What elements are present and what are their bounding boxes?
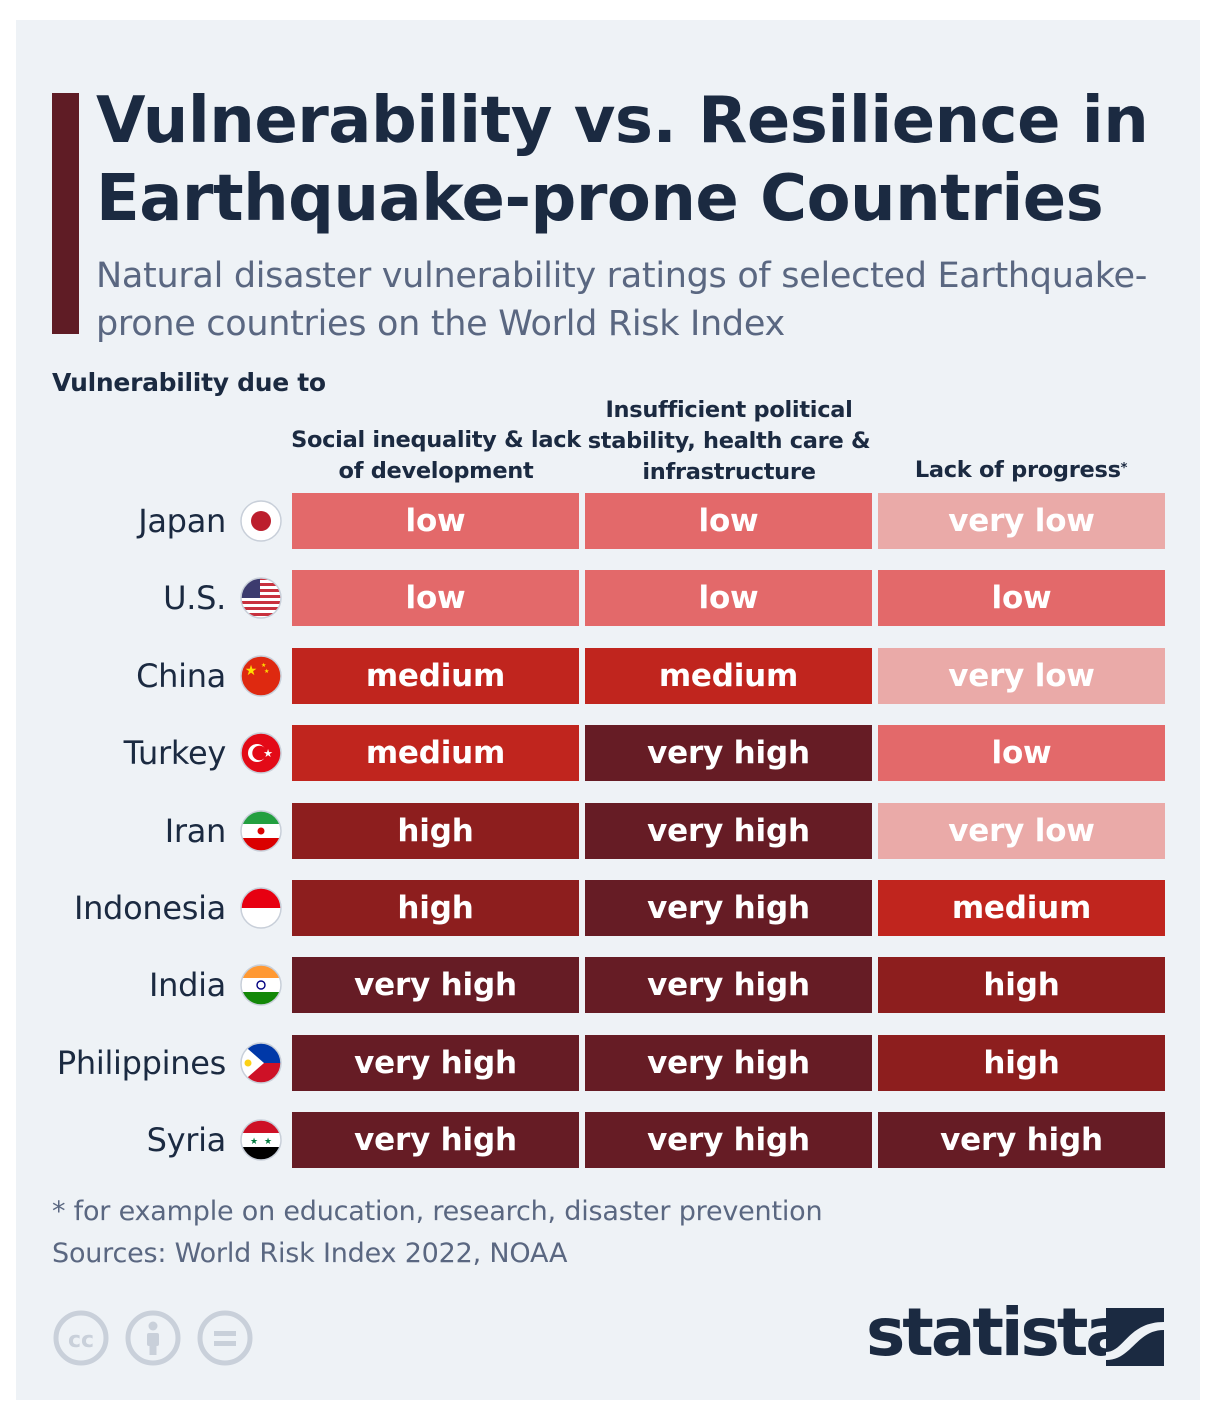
rating-cell-philippines-col3: high [878, 1035, 1165, 1091]
row-label-turkey: Turkey [123, 734, 227, 772]
section-label: Vulnerability due to [52, 368, 326, 397]
rating-cell-iran-col1: high [292, 803, 579, 859]
rating-cell-china-col1: medium [292, 648, 579, 704]
chart-subtitle: Natural disaster vulnerability ratings o… [96, 256, 1148, 344]
chart-title: Vulnerability vs. Resilience in Earthqua… [96, 84, 1149, 236]
column-header-political: Insufficient political stability, health… [587, 397, 871, 485]
row-label-philippines: Philippines [56, 1044, 226, 1082]
svg-text:★: ★ [245, 663, 258, 679]
no-derivatives-icon[interactable] [196, 1309, 254, 1367]
svg-text:★: ★ [263, 747, 273, 760]
footnote: * for example on education, research, di… [52, 1196, 823, 1227]
svg-text:★: ★ [264, 1137, 272, 1147]
iran-flag-icon [240, 810, 282, 852]
creative-commons-icon[interactable]: cc [52, 1309, 110, 1367]
rating-cell-indonesia-col1: high [292, 880, 579, 936]
rating-cell-turkey-col1: medium [292, 725, 579, 781]
rating-cell-india-col2: very high [585, 957, 872, 1013]
us-flag-icon [240, 577, 282, 619]
rating-cell-india-col1: very high [292, 957, 579, 1013]
column-header-progress: Lack of progress* [914, 457, 1128, 483]
infographic-card [16, 20, 1200, 1400]
rating-cell-philippines-col2: very high [585, 1035, 872, 1091]
row-label-china: China [136, 657, 226, 695]
rating-cell-us-col3: low [878, 570, 1165, 626]
rating-cell-japan-col1: low [292, 493, 579, 549]
statista-logo-icon [1106, 1308, 1164, 1366]
rating-cell-syria-col1: very high [292, 1112, 579, 1168]
svg-text:★: ★ [261, 662, 266, 669]
rating-cell-us-col1: low [292, 570, 579, 626]
rating-cell-china-col2: medium [585, 648, 872, 704]
japan-flag-icon [240, 500, 282, 542]
rating-cell-china-col3: very low [878, 648, 1165, 704]
rating-cell-iran-col3: very low [878, 803, 1165, 859]
philippines-flag-icon [240, 1042, 282, 1084]
title-accent-bar [52, 93, 79, 334]
china-flag-icon: ★ ★ ★ [240, 655, 282, 697]
statista-wordmark: statista [866, 1294, 1130, 1371]
column-header-social: Social inequality & lack of development [291, 427, 581, 484]
rating-cell-syria-col2: very high [585, 1112, 872, 1168]
rating-cell-iran-col2: very high [585, 803, 872, 859]
row-label-japan: Japan [138, 502, 226, 540]
turkey-flag-icon: ★ [240, 732, 282, 774]
svg-text:cc: cc [68, 1328, 94, 1353]
row-label-iran: Iran [164, 812, 227, 850]
sources-note: Sources: World Risk Index 2022, NOAA [52, 1238, 568, 1269]
rating-cell-japan-col2: low [585, 493, 872, 549]
row-label-us: U.S. [163, 579, 226, 617]
footnote-marker: * [1120, 461, 1128, 476]
rating-cell-us-col2: low [585, 570, 872, 626]
statista-logo[interactable]: statista [866, 1294, 1166, 1372]
rating-cell-indonesia-col2: very high [585, 880, 872, 936]
syria-flag-icon: ★ ★ [240, 1119, 282, 1161]
rating-cell-indonesia-col3: medium [878, 880, 1165, 936]
rating-cell-syria-col3: very high [878, 1112, 1165, 1168]
row-label-india: India [148, 966, 226, 1004]
svg-text:★: ★ [264, 668, 269, 675]
rating-cell-turkey-col2: very high [585, 725, 872, 781]
svg-text:★: ★ [250, 1137, 258, 1147]
india-flag-icon [240, 964, 282, 1006]
attribution-icon[interactable] [124, 1309, 182, 1367]
row-label-indonesia: Indonesia [73, 889, 226, 927]
rating-cell-japan-col3: very low [878, 493, 1165, 549]
row-label-syria: Syria [146, 1121, 227, 1159]
rating-cell-turkey-col3: low [878, 725, 1165, 781]
rating-cell-philippines-col1: very high [292, 1035, 579, 1091]
indonesia-flag-icon [240, 887, 282, 929]
rating-cell-india-col3: high [878, 957, 1165, 1013]
